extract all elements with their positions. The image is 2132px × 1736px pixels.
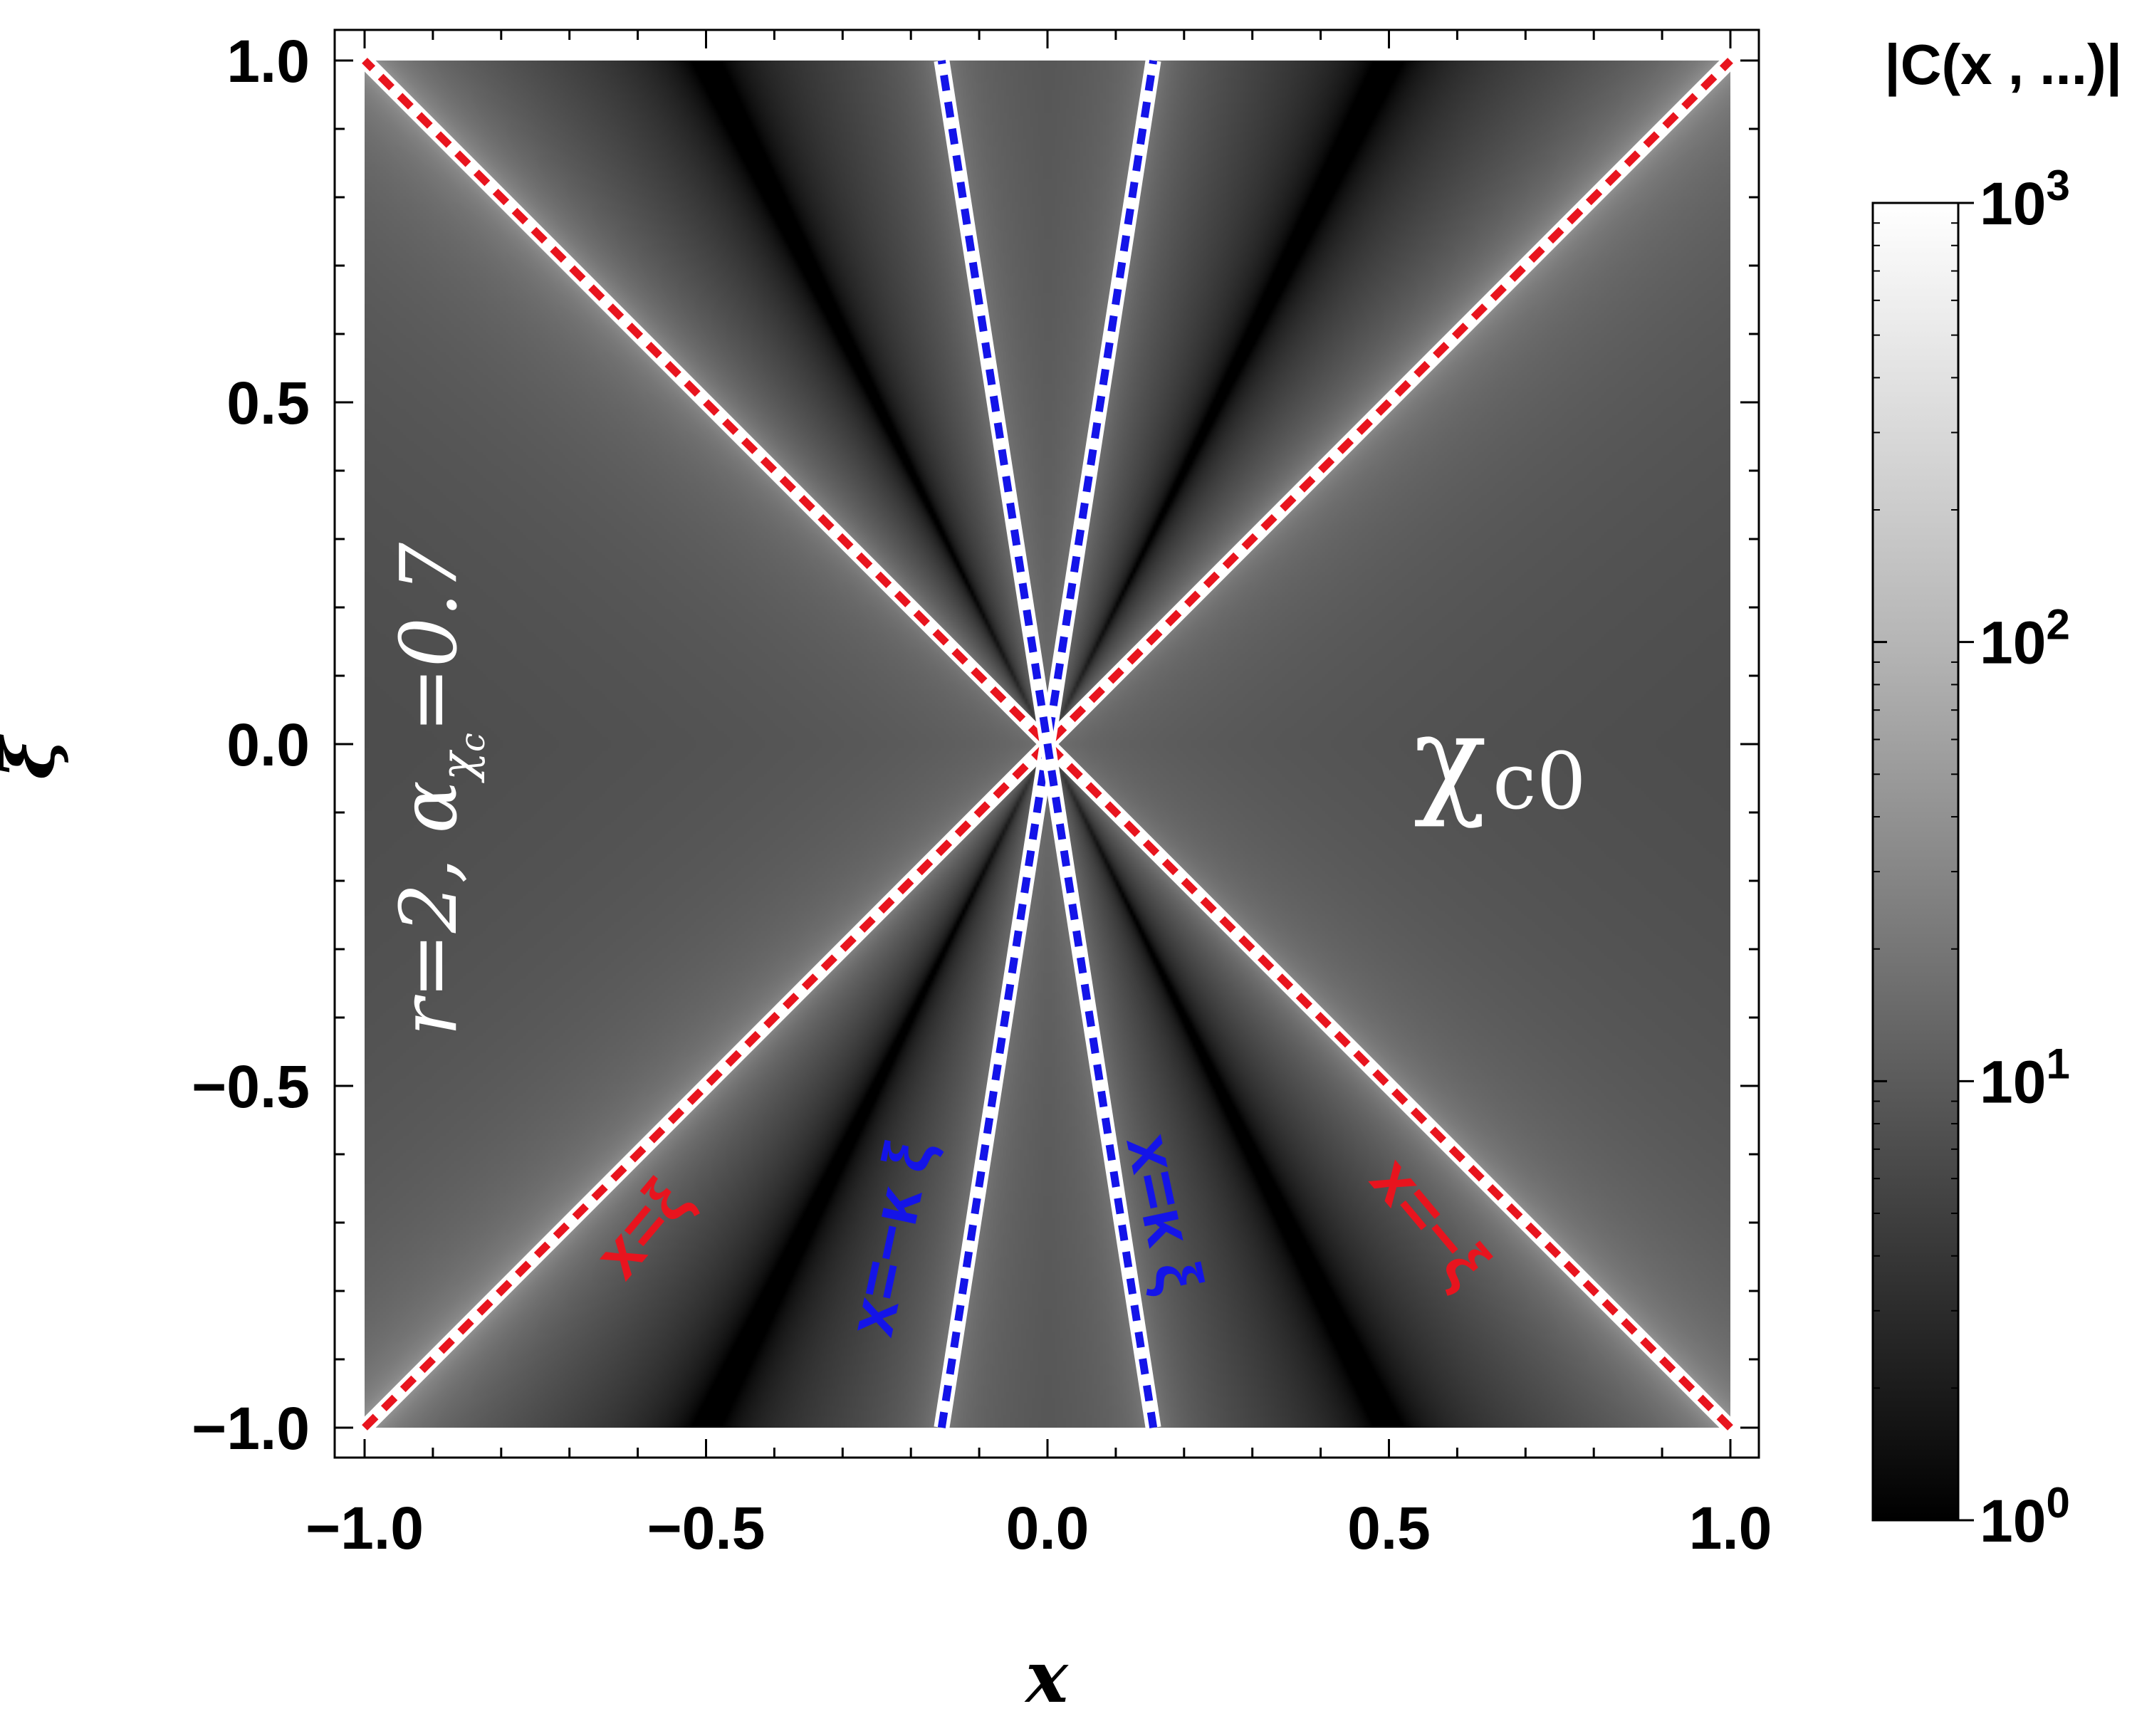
reference-line bbox=[362, 58, 1733, 1431]
y-tick-label: 0.5 bbox=[226, 370, 310, 436]
reference-line bbox=[937, 60, 1158, 1428]
x-tick-label: −1.0 bbox=[305, 1495, 424, 1562]
colorbar-title: |C(x , ...)| bbox=[1884, 33, 2122, 97]
x-axis-ticks: −1.0 −0.5 0.0 0.5 1.0 bbox=[305, 30, 1772, 1562]
colorbar-tick-label: 101 bbox=[1980, 1040, 2070, 1115]
y-tick-label: 1.0 bbox=[226, 28, 310, 95]
y-tick-label: 0.0 bbox=[226, 711, 310, 778]
x-tick-label: −0.5 bbox=[647, 1495, 765, 1562]
y-axis-ticks: 1.0 0.5 0.0 −0.5 −1.0 bbox=[192, 28, 1759, 1462]
colorbar-tick-label: 103 bbox=[1980, 162, 2070, 237]
param-annotation: r=2, αχc=0.7 bbox=[383, 543, 493, 1036]
x-tick-label: 0.5 bbox=[1347, 1495, 1431, 1562]
reference-lines bbox=[359, 55, 1736, 1433]
colorbar-ticks: 100 101 102 103 bbox=[1873, 162, 2070, 1554]
colorbar bbox=[1871, 202, 1960, 1522]
reference-line bbox=[362, 58, 1733, 1431]
colorbar-tick-label: 100 bbox=[1980, 1479, 2070, 1554]
x-tick-label: 1.0 bbox=[1689, 1495, 1772, 1562]
y-tick-label: −1.0 bbox=[192, 1395, 310, 1462]
y-axis-title: ξ bbox=[0, 734, 70, 780]
x-tick-label: 0.0 bbox=[1006, 1495, 1089, 1562]
colorbar-tick-label: 102 bbox=[1980, 601, 2070, 676]
y-tick-label: −0.5 bbox=[192, 1053, 310, 1120]
x-axis-title: x bbox=[1024, 1635, 1069, 1719]
particle-label: χc0 bbox=[1414, 689, 1587, 830]
